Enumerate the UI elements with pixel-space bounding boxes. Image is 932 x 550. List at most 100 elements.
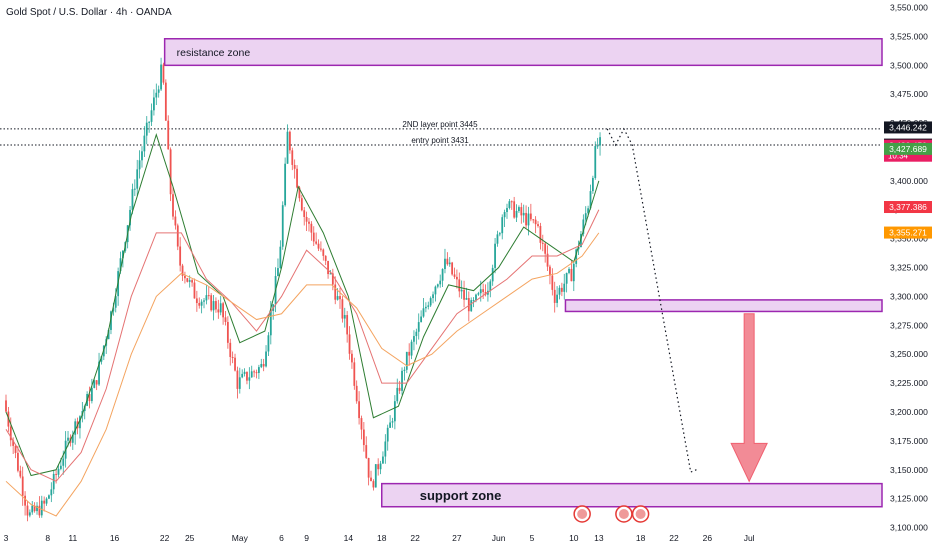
us-flag-event-icon-inner (635, 509, 646, 519)
x-tick-label: 22 (669, 533, 679, 543)
candle-down (207, 295, 210, 297)
candle-down (484, 291, 487, 295)
candle-down (19, 470, 22, 477)
candle-down (179, 246, 182, 266)
candle-down (463, 289, 465, 300)
candle-up (212, 301, 215, 311)
candle-up (343, 315, 346, 319)
candle-up (248, 377, 251, 381)
candle-up (591, 177, 594, 192)
candle-up (284, 163, 287, 206)
candle-up (265, 351, 267, 367)
moving-average-line (5, 232, 600, 517)
candle-down (398, 387, 401, 391)
candle-down (33, 505, 36, 512)
candle-down (534, 219, 537, 225)
candle-up (491, 267, 494, 282)
candle-down (222, 303, 224, 318)
y-tick-label: 3,325.000 (890, 263, 928, 273)
chart-title: Gold Spot / U.S. Dollar · 4h · OANDA (6, 7, 172, 18)
candle-down (181, 265, 184, 276)
y-tick-label: 3,225.000 (890, 378, 928, 388)
candle-up (145, 122, 148, 136)
us-flag-event-icon-inner (577, 509, 588, 519)
candle-down (38, 505, 41, 516)
candle-down (525, 212, 527, 226)
candle-up (279, 246, 282, 269)
price-label-text: 3,377.386 (889, 202, 927, 212)
candle-up (157, 89, 160, 93)
x-tick-label: May (232, 533, 249, 543)
candle-up (436, 284, 439, 287)
y-tick-label: 3,175.000 (890, 436, 928, 446)
price-label-text: 3,355.271 (889, 228, 927, 238)
candle-down (298, 187, 301, 199)
candle-up (565, 272, 568, 284)
candle-up (434, 286, 437, 295)
candle-up (260, 363, 263, 368)
candle-up (286, 131, 289, 164)
candle-down (184, 275, 186, 279)
candle-up (424, 306, 427, 309)
candle-down (320, 248, 322, 250)
candle-down (308, 221, 310, 224)
candle-up (432, 294, 434, 299)
candle-up (472, 300, 475, 302)
down-arrow (730, 313, 768, 483)
candle-down (236, 370, 239, 389)
candle-down (217, 309, 220, 313)
candle-down (317, 243, 320, 249)
candle-up (31, 505, 34, 513)
x-tick-label: 6 (279, 533, 284, 543)
candle-up (238, 377, 241, 389)
level-label: entry point 3431 (411, 136, 469, 145)
moving-average-line (5, 132, 600, 477)
candle-up (71, 434, 74, 443)
candle-up (205, 295, 208, 301)
candle-up (40, 500, 43, 516)
candle-down (12, 440, 15, 446)
candle-up (508, 201, 511, 208)
candle-up (429, 298, 432, 306)
candle-down (510, 201, 513, 203)
candle-down (351, 353, 353, 363)
x-tick-label: 18 (377, 533, 387, 543)
candle-up (155, 92, 158, 98)
x-tick-label: 25 (185, 533, 195, 543)
x-tick-label: 27 (452, 533, 462, 543)
y-tick-label: 3,275.000 (890, 320, 928, 330)
candle-down (315, 241, 318, 244)
candle-down (341, 299, 344, 319)
candle-up (382, 456, 384, 464)
zone-box (564, 299, 883, 313)
candle-up (575, 249, 578, 264)
candle-down (234, 357, 236, 371)
candle-up (515, 210, 518, 218)
candle-up (479, 289, 482, 294)
candle-up (572, 263, 575, 282)
candle-down (95, 380, 98, 385)
candle-down (346, 315, 349, 335)
x-tick-label: 8 (45, 533, 50, 543)
candle-up (439, 280, 442, 285)
candle-down (296, 168, 298, 188)
candle-down (215, 301, 217, 310)
candle-up (393, 401, 396, 422)
candle-up (389, 422, 391, 428)
candle-down (570, 268, 573, 282)
candle-down (55, 473, 57, 475)
candle-up (98, 361, 100, 385)
candle-down (262, 363, 265, 367)
candle-down (353, 362, 356, 386)
candle-up (415, 331, 418, 337)
candle-up (405, 351, 408, 370)
candle-down (24, 495, 26, 506)
candle-down (186, 278, 189, 282)
candle-down (482, 289, 485, 292)
candle-down (553, 289, 556, 303)
candle-up (518, 207, 520, 211)
y-tick-label: 3,250.000 (890, 349, 928, 359)
candle-up (62, 458, 65, 466)
